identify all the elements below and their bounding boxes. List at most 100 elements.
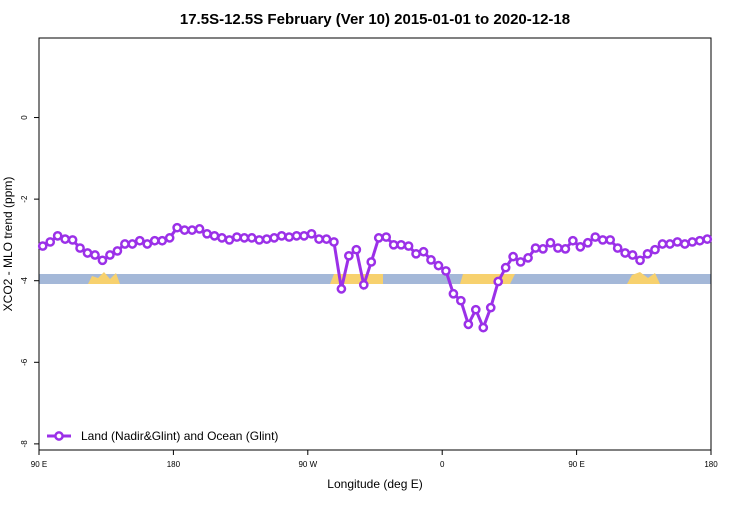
data-point <box>172 222 182 233</box>
data-point <box>523 253 533 263</box>
data-point <box>568 235 578 246</box>
data-point <box>112 246 123 256</box>
data-point <box>463 319 474 330</box>
land-ocean-band <box>39 272 711 284</box>
data-point <box>67 235 78 245</box>
data-point <box>351 244 362 255</box>
chart-title: 17.5S-12.5S February (Ver 10) 2015-01-01… <box>180 11 570 28</box>
x-tick-label: 90 E <box>31 460 47 469</box>
data-point <box>485 302 496 313</box>
data-point <box>164 233 175 243</box>
data-point <box>373 233 384 243</box>
data-point <box>366 257 377 267</box>
data-point <box>582 237 593 248</box>
data-point <box>650 244 660 255</box>
legend-label: Land (Nadir&Glint) and Ocean (Glint) <box>81 429 278 443</box>
x-tick-label: 180 <box>704 460 718 469</box>
data-point <box>187 225 197 235</box>
data-point <box>45 237 56 247</box>
y-tick-label: -8 <box>20 440 29 448</box>
data-point <box>142 239 153 249</box>
x-tick-label: 90 E <box>568 460 584 469</box>
data-point <box>276 230 287 241</box>
data-point <box>702 234 713 244</box>
data-point <box>261 234 272 244</box>
data-point <box>441 266 451 276</box>
data-point <box>672 237 683 247</box>
data-point <box>433 260 444 271</box>
data-point <box>60 234 70 244</box>
data-point <box>105 250 115 260</box>
data-point <box>246 233 257 243</box>
data-point <box>575 242 586 252</box>
legend-marker <box>54 431 64 441</box>
data-point <box>635 255 645 266</box>
data-point <box>194 224 205 234</box>
data-point <box>209 230 220 241</box>
data-point <box>530 243 541 253</box>
data-point <box>694 235 705 246</box>
data-point <box>97 255 108 266</box>
y-tick-label: -2 <box>20 195 29 203</box>
data-point <box>329 237 339 247</box>
data-point <box>597 235 608 245</box>
y-axis-label: XCO2 - MLO trend (ppm) <box>1 177 15 312</box>
data-point <box>396 239 406 250</box>
data-point <box>620 248 630 258</box>
data-point <box>418 246 429 257</box>
data-point <box>127 239 138 249</box>
data-point <box>538 244 548 254</box>
y-tick-label: 0 <box>20 115 29 120</box>
data-point <box>411 248 421 259</box>
data-point <box>388 239 399 250</box>
data-point <box>179 225 190 235</box>
data-point <box>134 235 145 246</box>
data-point <box>605 235 616 245</box>
data-point <box>478 322 489 333</box>
x-tick-label: 180 <box>167 460 181 469</box>
data-point <box>157 235 168 246</box>
data-point <box>284 232 294 242</box>
data-point <box>448 288 459 299</box>
data-point <box>306 228 317 239</box>
data-point <box>500 262 511 273</box>
data-point <box>321 234 332 244</box>
data-point <box>657 239 668 249</box>
data-point <box>470 304 481 315</box>
y-tick-label: -6 <box>20 358 29 366</box>
data-point <box>254 235 265 245</box>
data-point <box>37 241 48 251</box>
data-point <box>217 233 227 243</box>
data-point <box>426 255 436 265</box>
data-point <box>515 257 526 267</box>
data-point <box>202 228 212 239</box>
data-point <box>224 235 235 245</box>
data-point <box>336 284 347 294</box>
data-point <box>82 248 93 258</box>
data-point <box>269 233 280 243</box>
x-tick-label: 90 W <box>298 460 317 469</box>
data-point <box>358 279 369 290</box>
x-axis-label: Longitude (deg E) <box>327 477 422 491</box>
data-point <box>239 233 250 243</box>
y-tick-label: -4 <box>20 277 29 285</box>
data-point <box>508 251 518 262</box>
data-point <box>90 250 100 260</box>
data-point <box>493 276 504 287</box>
data-point <box>344 250 354 261</box>
data-point <box>291 230 302 241</box>
data-point <box>75 243 85 253</box>
data-point <box>560 244 571 254</box>
data-point <box>299 230 309 241</box>
data-point <box>590 232 601 242</box>
data-point <box>665 239 675 249</box>
x-tick-label: 0 <box>440 460 445 469</box>
data-point <box>612 243 623 253</box>
data-point <box>403 241 414 251</box>
data-point <box>120 239 130 249</box>
data-point <box>52 230 63 241</box>
data-point <box>456 295 466 306</box>
data-point <box>553 243 563 253</box>
data-point <box>680 239 690 249</box>
